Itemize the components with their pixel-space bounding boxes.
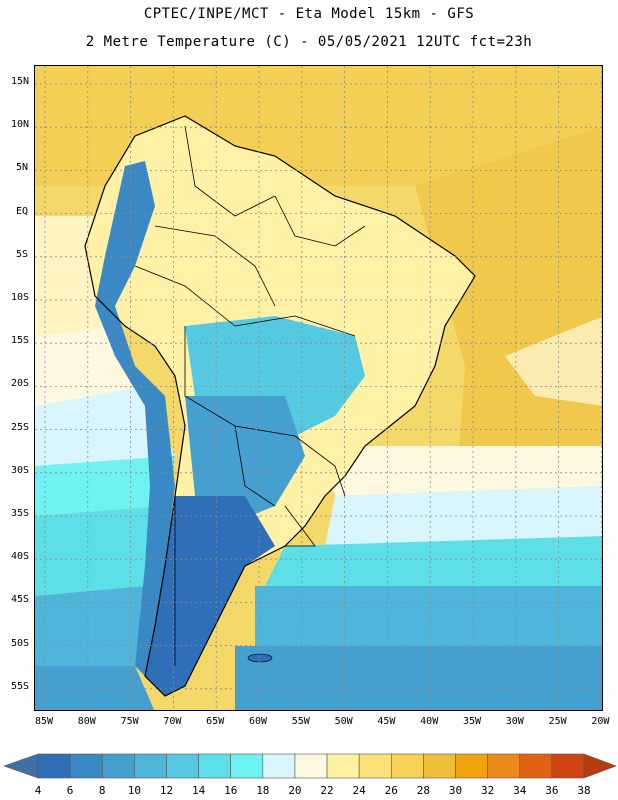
colorbar-swatch [423, 753, 456, 779]
colorbar-swatch [37, 753, 71, 779]
latitude-tick-label: 55S [11, 680, 30, 692]
latitude-tick-label: 20S [11, 378, 30, 390]
latitude-tick-label: 15N [11, 76, 30, 87]
longitude-tick-label: 70W [163, 716, 182, 727]
colorbar-tick-label: 16 [224, 784, 238, 797]
latitude-tick-label: 45S [11, 594, 30, 606]
longitude-tick-label: 25W [548, 716, 567, 727]
colorbar-swatch [198, 753, 232, 779]
longitude-tick-label: 80W [77, 716, 96, 727]
colorbar-tick-label: 34 [513, 784, 527, 797]
colorbar-swatch [134, 753, 167, 779]
colorbar-tick-label: 22 [320, 784, 334, 797]
latitude-tick-label: 10S [11, 292, 30, 303]
colorbar-tick-label: 32 [481, 784, 495, 797]
colorbar-swatch [455, 753, 488, 779]
colorbar-tick-label: 30 [448, 784, 463, 797]
colorbar-underflow-triangle [3, 753, 39, 779]
latitude-tick-label: 5N [16, 162, 29, 174]
colorbar-tick-label: 28 [416, 784, 431, 797]
latitude-tick-label: 50S [11, 637, 30, 649]
longitude-tick-label: 60W [248, 716, 268, 727]
colorbar-tick-label: 36 [545, 784, 559, 797]
colorbar-swatch [519, 753, 553, 779]
map-subtitle: 2 Metre Temperature (C) - 05/05/2021 12U… [85, 34, 533, 50]
colorbar-tick-label: 20 [288, 784, 302, 797]
colorbar-tick-label: 18 [256, 784, 270, 797]
latitude-tick-label: 5S [16, 248, 29, 260]
longitude-tick-label: 65W [206, 716, 225, 727]
colorbar-swatch [69, 753, 103, 779]
colorbar-swatch [294, 753, 328, 779]
map-title: CPTEC/INPE/MCT - Eta Model 15km - GFS [143, 6, 475, 22]
longitude-tick-label: 30W [505, 716, 524, 727]
colorbar-swatch [326, 753, 360, 779]
colorbar-tick-label: 12 [159, 784, 174, 797]
latitude-tick-label: 25S [11, 421, 30, 433]
colorbar-tick-label: 8 [98, 784, 106, 797]
colorbar-tick-label: 14 [191, 784, 206, 797]
colorbar-swatch [390, 753, 424, 779]
colorbar-tick-label: 6 [66, 784, 74, 797]
colorbar-tick-label: 26 [384, 784, 398, 797]
country-borders [134, 125, 366, 666]
temperature-map [34, 65, 603, 711]
latitude-tick-label: 30S [11, 464, 30, 476]
latitude-tick-label: EQ [16, 205, 29, 217]
latitude-tick-label: 15S [11, 335, 30, 347]
colorbar-swatch [358, 753, 392, 779]
colorbar-overflow-triangle [583, 753, 617, 779]
colorbar-swatch [230, 753, 264, 779]
temperature-colorbar [3, 753, 617, 779]
longitude-tick-label: 35W [462, 716, 482, 727]
longitude-tick-label: 50W [334, 716, 353, 727]
colorbar-swatch [166, 753, 199, 779]
latitude-tick-label: 10N [11, 119, 30, 131]
longitude-tick-label: 75W [120, 716, 139, 727]
coastline [84, 115, 476, 697]
colorbar-tick-label: 10 [127, 784, 141, 797]
colorbar-tick-label: 38 [577, 784, 591, 797]
longitude-tick-label: 45W [377, 716, 396, 727]
latitude-tick-label: 35S [11, 508, 30, 519]
longitude-tick-label: 55W [291, 716, 310, 727]
colorbar-swatch [101, 753, 135, 779]
colorbar-swatch [551, 753, 585, 779]
colorbar-swatch [487, 753, 521, 779]
colorbar-tick-label: 4 [34, 784, 42, 797]
colorbar-tick-label: 24 [352, 784, 366, 797]
warm-atlantic-region [415, 126, 602, 506]
latitude-tick-label: 40S [11, 551, 30, 563]
longitude-tick-label: 20W [591, 716, 610, 727]
longitude-tick-label: 85W [34, 716, 54, 727]
colorbar-swatch [262, 753, 296, 779]
longitude-tick-label: 40W [420, 716, 439, 727]
